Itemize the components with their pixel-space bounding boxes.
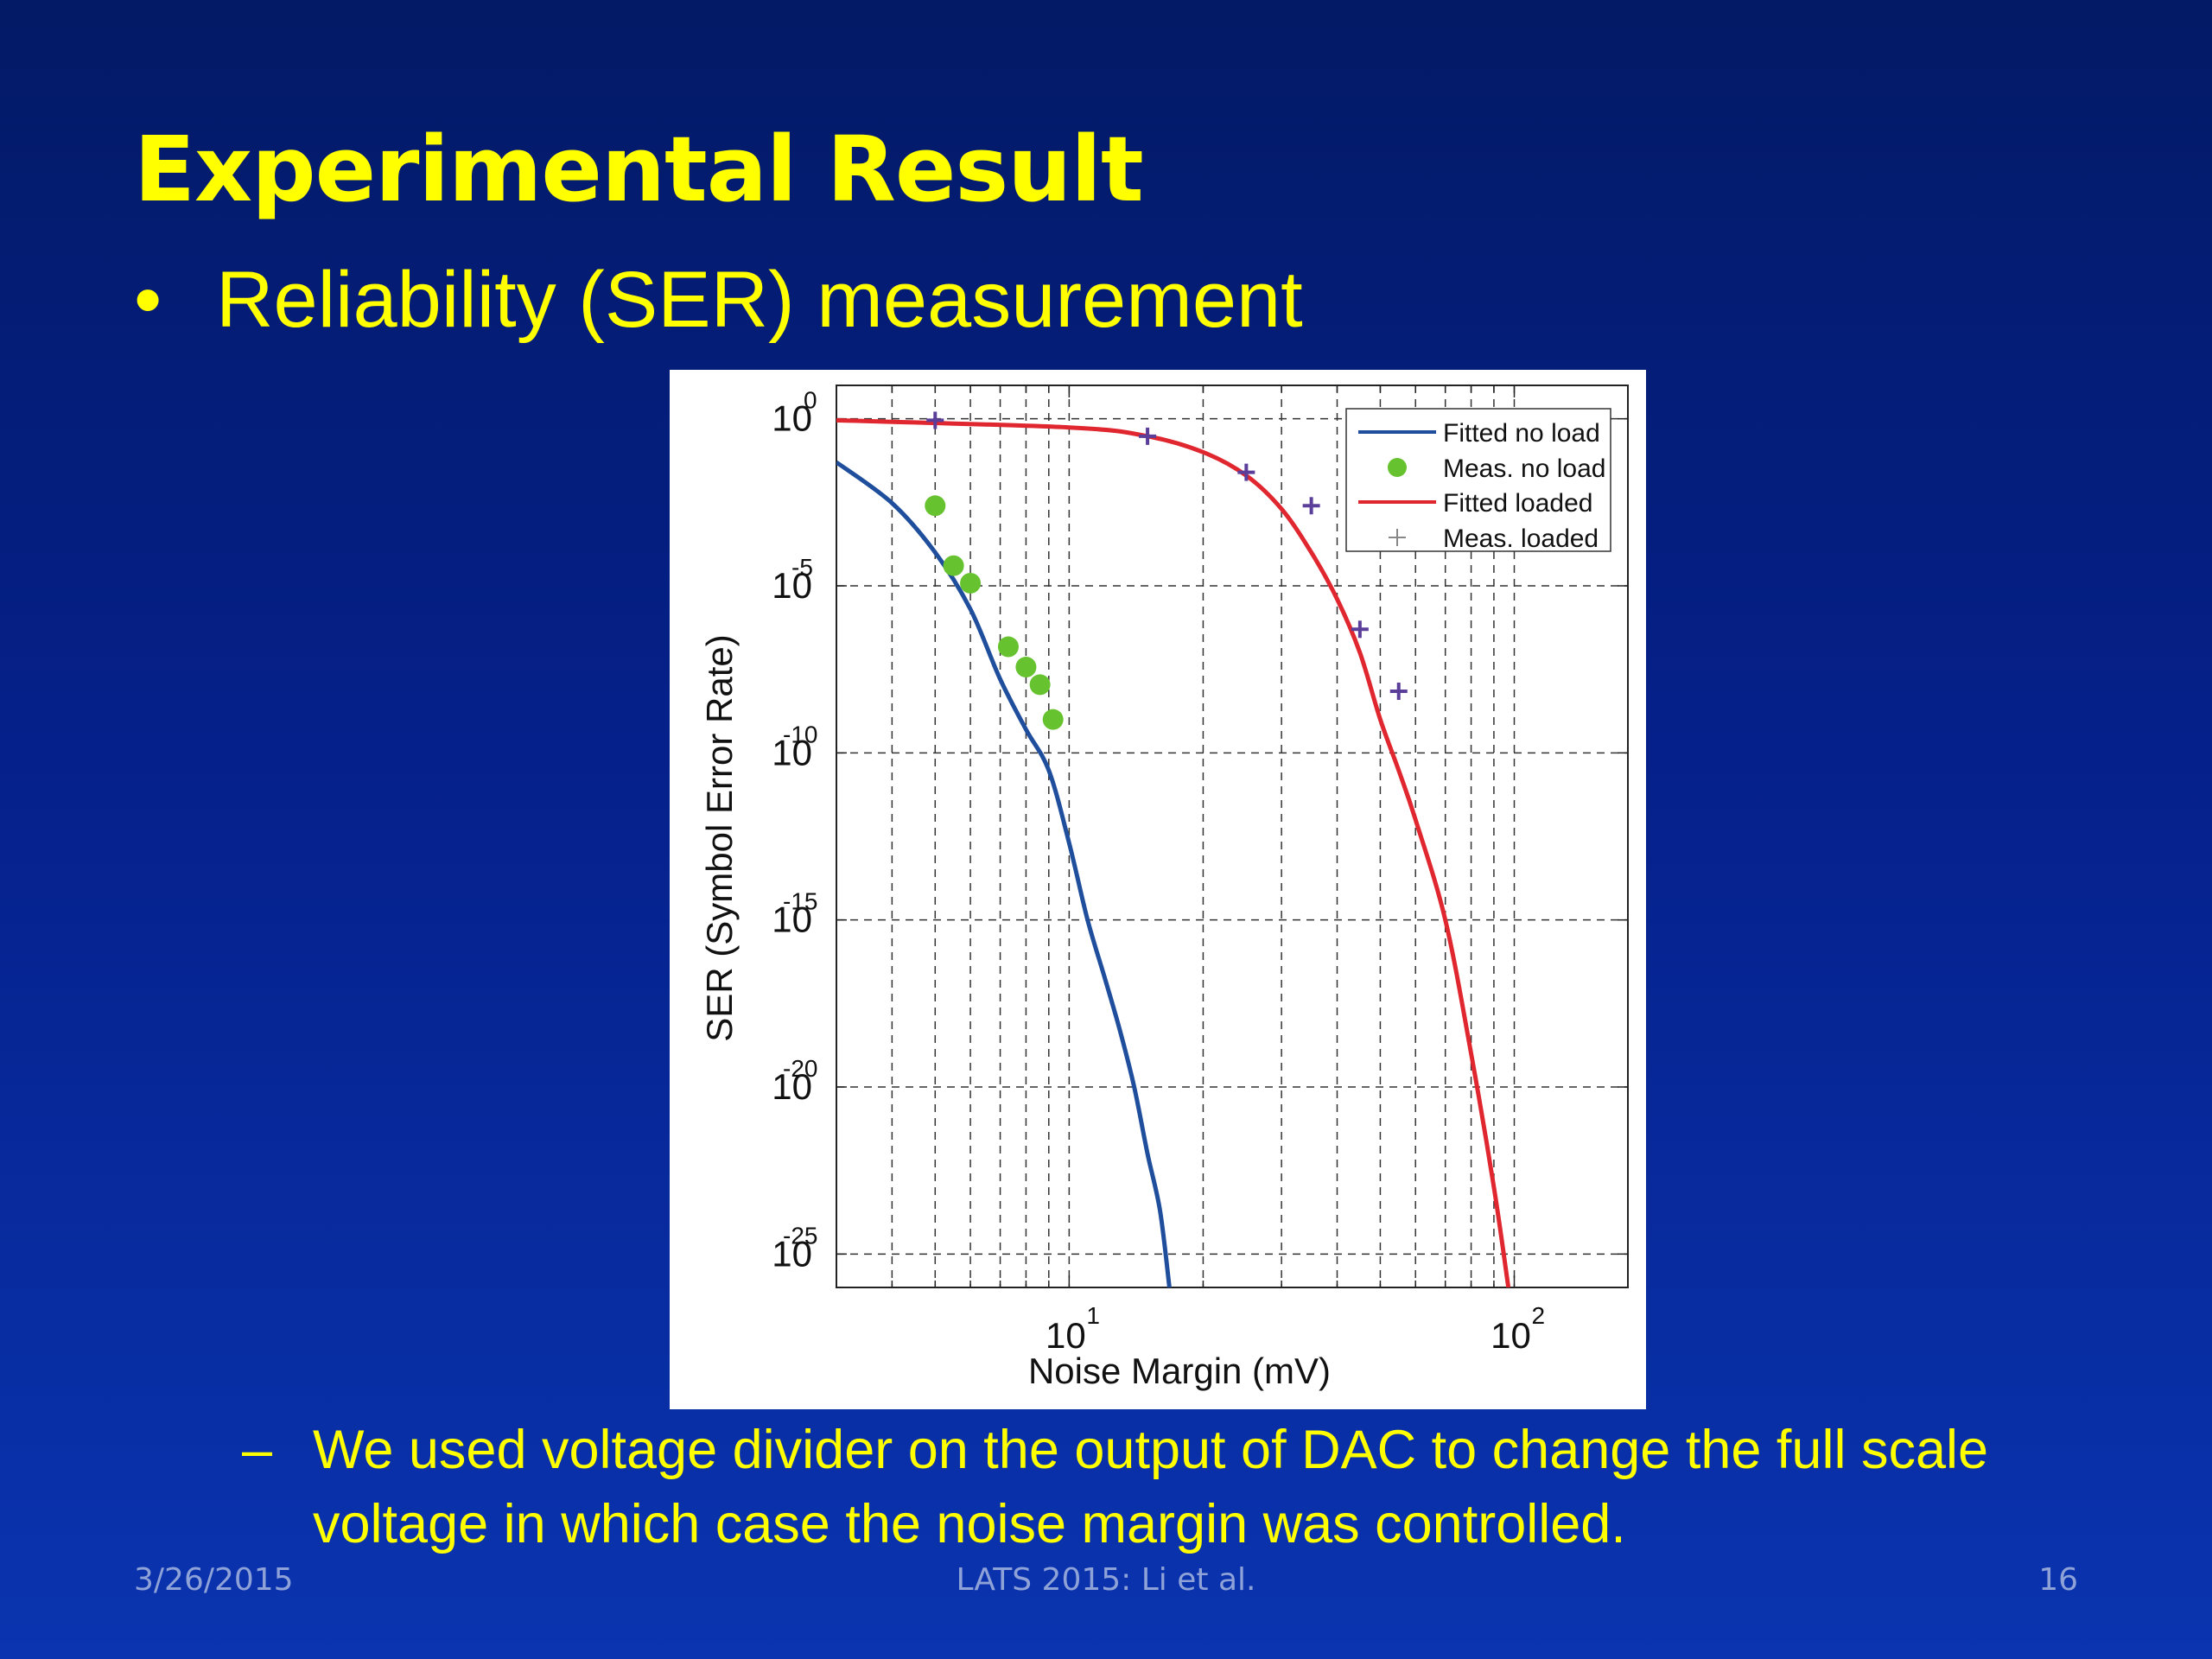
chart-panel: 10 0 10 -5 10 -10 10 -15 10 -20 10 -25 10 1 10 2 Noise … bbox=[670, 370, 1646, 1409]
point-meas-no-load bbox=[1042, 709, 1064, 730]
bullet-text: Reliability (SER) measurement bbox=[216, 256, 1303, 344]
point-meas-no-load bbox=[960, 572, 982, 594]
legend: Fitted no load Meas. no load Fitted load… bbox=[1345, 408, 1611, 553]
sub-bullet-item: – We used voltage divider on the output … bbox=[242, 1413, 2169, 1561]
y-tick-label: 10 bbox=[772, 899, 812, 940]
bullet-item: • Reliability (SER) measurement bbox=[134, 255, 1303, 346]
point-meas-loaded bbox=[926, 411, 944, 429]
y-tick-exponent: -25 bbox=[783, 1222, 817, 1249]
legend-label-meas-loaded: Meas. loaded bbox=[1443, 524, 1599, 553]
legend-label-meas-no-load: Meas. no load bbox=[1443, 454, 1605, 483]
y-tick-label: 10 bbox=[772, 732, 812, 772]
x-axis-label: Noise Margin (mV) bbox=[1028, 1351, 1331, 1391]
point-meas-loaded bbox=[1351, 620, 1369, 639]
y-tick-label: 10 bbox=[772, 1066, 812, 1107]
y-tick-exponent: 0 bbox=[804, 387, 817, 414]
point-meas-no-load bbox=[943, 555, 964, 576]
legend-swatch-meas-no-load bbox=[1388, 458, 1407, 477]
slide-title: Experimental Result bbox=[134, 117, 1144, 222]
point-meas-no-load bbox=[1029, 674, 1051, 696]
plot-frame bbox=[836, 385, 1629, 1288]
x-tick-label: 10 bbox=[1046, 1315, 1086, 1356]
bullet-marker: • bbox=[134, 256, 162, 344]
point-meas-no-load bbox=[997, 636, 1019, 658]
y-tick-exponent: -10 bbox=[783, 721, 817, 747]
y-tick-exponent: -5 bbox=[791, 554, 813, 581]
point-meas-loaded bbox=[1139, 427, 1157, 445]
sub-bullet-marker: – bbox=[242, 1420, 273, 1480]
y-axis-label: SER (Symbol Error Rate) bbox=[699, 634, 740, 1041]
legend-label-fitted-no-load: Fitted no load bbox=[1443, 419, 1600, 448]
series-layer bbox=[836, 411, 1511, 1287]
legend-swatch-meas-loaded bbox=[1389, 529, 1406, 546]
footer-date: 3/26/2015 bbox=[134, 1562, 294, 1598]
point-meas-loaded bbox=[1302, 497, 1320, 515]
y-tick-label: 10 bbox=[772, 1233, 812, 1274]
x-tick-label: 10 bbox=[1491, 1315, 1531, 1356]
point-meas-no-load bbox=[925, 495, 946, 517]
page-number: 16 bbox=[2038, 1562, 2078, 1598]
y-tick-exponent: -20 bbox=[783, 1055, 817, 1082]
x-tick-exponent: 1 bbox=[1086, 1302, 1100, 1329]
y-tick-label: 10 bbox=[772, 565, 812, 606]
x-tick-exponent: 2 bbox=[1531, 1302, 1545, 1329]
point-meas-loaded bbox=[1237, 463, 1255, 481]
y-tick-exponent: -15 bbox=[783, 888, 817, 915]
legend-label-fitted-loaded: Fitted loaded bbox=[1443, 489, 1592, 518]
y-tick-label: 10 bbox=[772, 398, 812, 439]
footer-center-text: LATS 2015: Li et al. bbox=[956, 1562, 1256, 1598]
sub-bullet-text: We used voltage divider on the output of… bbox=[313, 1420, 1989, 1554]
point-meas-no-load bbox=[1015, 657, 1037, 678]
point-meas-loaded bbox=[1389, 682, 1408, 700]
